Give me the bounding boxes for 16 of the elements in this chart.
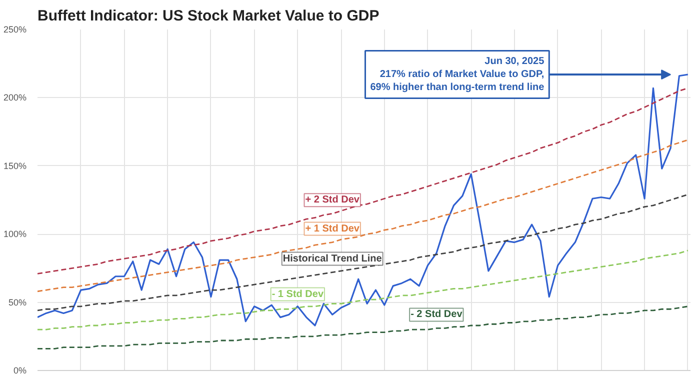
y-tick-label: 200% [3, 92, 27, 103]
series-label: - 2 Std Dev [410, 309, 463, 320]
annotation: Jun 30, 2025 217% ratio of Market Value to GDP, 69% higher than long-term trend line [370, 56, 545, 94]
y-tick-label: 100% [3, 229, 27, 240]
line-series [38, 306, 689, 350]
line-series [38, 194, 689, 312]
series-label: Historical Trend Line [282, 253, 382, 264]
series-label: + 2 Std Dev [305, 194, 360, 206]
y-tick-label: 250% [3, 24, 27, 34]
series-label: + 1 Std Dev [305, 223, 360, 234]
chart-title: Buffett Indicator: US Stock Market Value to GDP [38, 8, 380, 24]
y-tick-label: 150% [3, 160, 27, 171]
y-tick-label: 50% [8, 297, 26, 308]
line-series [38, 250, 689, 330]
y-tick-label: 0% [13, 366, 27, 375]
series-label: - 1 Std Dev [272, 288, 324, 300]
